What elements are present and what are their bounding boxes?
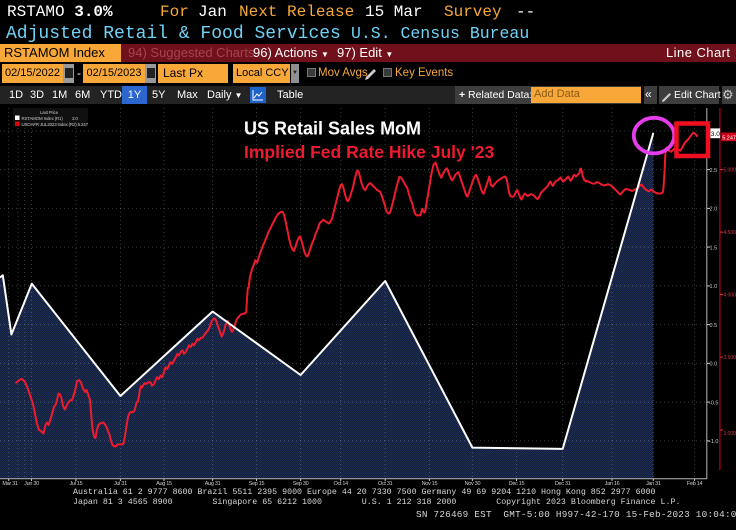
svg-text:5.000: 5.000 xyxy=(723,167,736,173)
svg-text:3.0: 3.0 xyxy=(711,131,720,138)
svg-text:1.0: 1.0 xyxy=(710,284,718,290)
svg-text:Implied Fed Rate Hike July '23: Implied Fed Rate Hike July '23 xyxy=(244,142,494,162)
svg-text:4.500: 4.500 xyxy=(723,230,736,236)
svg-text:Feb 14: Feb 14 xyxy=(687,481,703,487)
svg-text:RSTAMOM Index (R1): RSTAMOM Index (R1) xyxy=(22,116,64,121)
svg-text:-0.5: -0.5 xyxy=(709,400,718,406)
svg-text:3.0: 3.0 xyxy=(72,116,78,121)
svg-text:USOAFR JUL2023 Index (R2) 5.2: USOAFR JUL2023 Index (R2) 5.247 xyxy=(22,122,89,127)
svg-text:US Retail Sales MoM: US Retail Sales MoM xyxy=(244,119,421,139)
svg-text:0.0: 0.0 xyxy=(710,362,718,368)
svg-text:3.000: 3.000 xyxy=(723,431,736,437)
svg-text:Jun 30: Jun 30 xyxy=(24,481,39,487)
svg-text:1.5: 1.5 xyxy=(710,245,718,251)
svg-text:0.5: 0.5 xyxy=(710,323,718,329)
svg-text:Nov 30: Nov 30 xyxy=(465,481,481,487)
svg-text:2.0: 2.0 xyxy=(710,207,718,213)
svg-text:3.500: 3.500 xyxy=(723,355,736,361)
svg-text:Jan 31: Jan 31 xyxy=(646,481,661,487)
svg-text:-1.0: -1.0 xyxy=(709,439,718,445)
svg-text:Aug 31: Aug 31 xyxy=(205,481,221,487)
svg-text:Oct 31: Oct 31 xyxy=(378,481,393,487)
svg-text:2.5: 2.5 xyxy=(710,168,718,174)
svg-text:Dec 31: Dec 31 xyxy=(555,481,571,487)
svg-text:Nov 15: Nov 15 xyxy=(422,481,438,487)
svg-text:4.000: 4.000 xyxy=(723,292,736,298)
svg-text:Sep 30: Sep 30 xyxy=(293,481,309,487)
svg-text:Oct 14: Oct 14 xyxy=(333,481,348,487)
svg-text:Jul 15: Jul 15 xyxy=(69,481,82,487)
svg-text:Mar 31: Mar 31 xyxy=(2,481,18,487)
svg-text:Jan 16: Jan 16 xyxy=(605,481,620,487)
svg-text:Dec 15: Dec 15 xyxy=(509,481,525,487)
svg-text:Sep 15: Sep 15 xyxy=(249,481,265,487)
svg-text:Last Price: Last Price xyxy=(40,110,59,115)
svg-text:5.247: 5.247 xyxy=(722,135,736,141)
svg-text:Jul 31: Jul 31 xyxy=(114,481,127,487)
svg-text:Aug 15: Aug 15 xyxy=(156,481,172,487)
